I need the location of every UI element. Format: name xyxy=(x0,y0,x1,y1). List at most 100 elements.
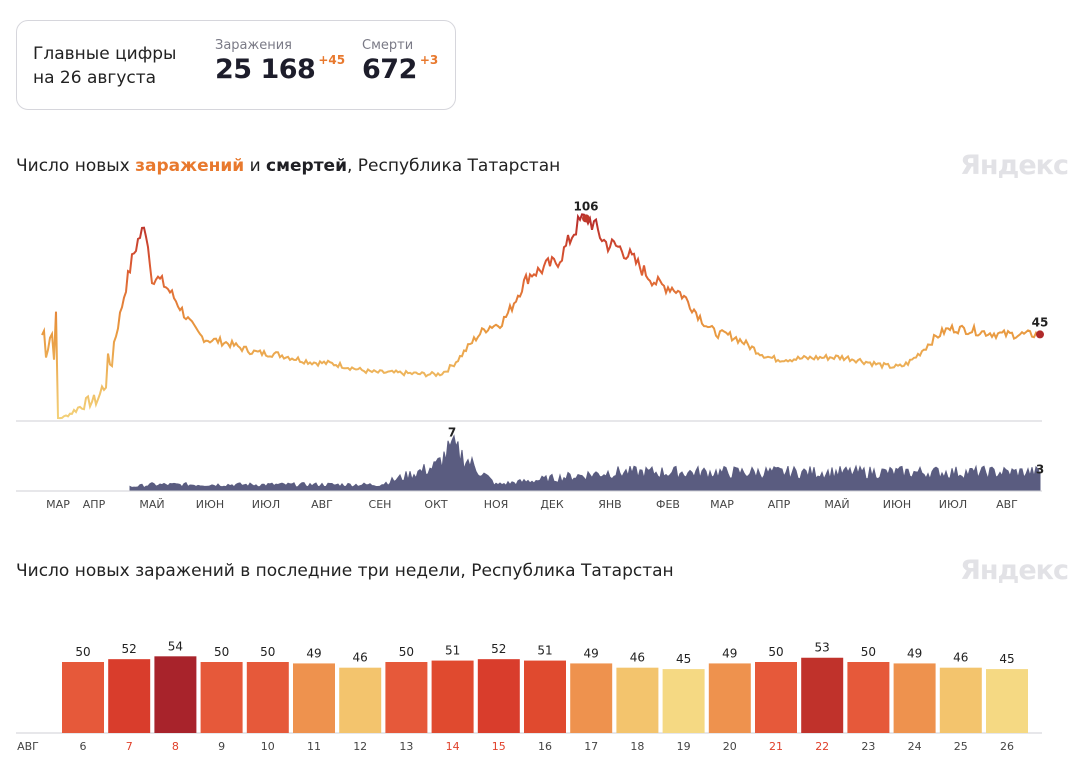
main-chart-title: Число новых заражений и смертей, Республ… xyxy=(16,156,560,176)
bar xyxy=(154,656,197,733)
summary-title: Главные цифры на 26 августа xyxy=(33,42,176,90)
bar-value-label: 51 xyxy=(445,644,460,658)
bar-day-label: 13 xyxy=(399,740,413,753)
deaths-metric: Смерти 672 +3 xyxy=(362,38,438,85)
bar-value-label: 52 xyxy=(122,642,137,656)
bar-value-label: 46 xyxy=(630,651,645,665)
bar-value-label: 50 xyxy=(260,645,275,659)
title-part: и xyxy=(244,156,267,176)
month-tick-label: МАР xyxy=(710,498,734,511)
title-part: Число новых xyxy=(16,156,136,176)
bar-day-label: 19 xyxy=(677,740,691,753)
bar-chart: АВГ 50 6 52 7 54 8 50 9 50 10 49 11 46 12 50 13 51 14 52 15 5… xyxy=(16,639,1042,753)
bar-value-label: 45 xyxy=(999,652,1014,666)
infections-last-marker xyxy=(1036,330,1044,339)
bar xyxy=(755,662,797,733)
bar xyxy=(801,657,844,733)
bar-day-label: 9 xyxy=(218,740,225,753)
bar-day-label: 16 xyxy=(538,740,552,753)
bar-day-label: 22 xyxy=(815,740,829,753)
bar xyxy=(570,663,613,733)
month-tick-label: СЕН xyxy=(369,498,392,511)
bar-value-label: 50 xyxy=(861,645,876,659)
infections-label: Заражения xyxy=(215,38,292,53)
bar-day-label: 11 xyxy=(307,740,321,753)
bar-value-label: 54 xyxy=(168,639,183,653)
bar-value-label: 46 xyxy=(953,651,968,665)
title-infections: заражений xyxy=(135,156,245,176)
deaths-peak-label: 7 xyxy=(448,425,456,439)
month-tick-label: ИЮЛ xyxy=(252,498,280,511)
month-tick-label: ФЕВ xyxy=(656,498,680,511)
month-tick-label: АВГ xyxy=(996,498,1018,511)
bar-day-label: 8 xyxy=(172,740,179,753)
bar-value-label: 46 xyxy=(353,651,368,665)
bar-value-label: 50 xyxy=(399,645,414,659)
bar-value-label: 53 xyxy=(815,641,830,655)
month-tick-label: АПР xyxy=(83,498,106,511)
bar xyxy=(246,662,289,733)
yandex-logo: Яндекс xyxy=(960,150,1069,181)
month-tick-label: МАЙ xyxy=(139,498,164,511)
bar xyxy=(108,659,151,733)
month-tick-label: АПР xyxy=(768,498,791,511)
bar xyxy=(847,662,890,733)
bar-day-label: 23 xyxy=(861,740,875,753)
bar xyxy=(893,663,936,733)
month-tick-label: ИЮЛ xyxy=(939,498,967,511)
bar xyxy=(939,667,982,733)
bar-day-label: 25 xyxy=(954,740,968,753)
month-tick-label: МАР xyxy=(46,498,70,511)
bar-value-label: 51 xyxy=(537,644,552,658)
bar-value-label: 45 xyxy=(676,652,691,666)
bar-day-label: 6 xyxy=(80,740,87,753)
bar-day-label: 20 xyxy=(723,740,737,753)
bar xyxy=(662,669,705,733)
summary-title-line1: Главные цифры xyxy=(33,44,177,64)
bar-chart-title: Число новых заражений в последние три не… xyxy=(16,561,674,581)
bar-value-label: 52 xyxy=(491,642,506,656)
infections-line xyxy=(41,213,1041,420)
deaths-last-label: 3 xyxy=(1036,462,1044,476)
bar xyxy=(385,662,428,733)
bar-day-label: 12 xyxy=(353,740,367,753)
bar xyxy=(62,662,104,733)
infections-metric: Заражения 25 168 +45 xyxy=(215,38,345,85)
bars: АВГ 50 6 52 7 54 8 50 9 50 10 49 11 46 12 50 13 51 14 52 15 5… xyxy=(17,639,1028,753)
bar-value-label: 49 xyxy=(306,646,321,660)
bar-day-label: 26 xyxy=(1000,740,1014,753)
month-tick-label: ОКТ xyxy=(424,498,447,511)
deaths-value: 672 xyxy=(362,54,417,85)
bar-value-label: 49 xyxy=(907,646,922,660)
month-tick-label: АВГ xyxy=(311,498,333,511)
month-tick-label: ЯНВ xyxy=(598,498,621,511)
bar xyxy=(293,663,335,733)
summary-card: Главные цифры на 26 августа Заражения 25… xyxy=(16,20,456,110)
bar-day-label: 15 xyxy=(492,740,506,753)
bar-day-label: 7 xyxy=(126,740,133,753)
bar-day-label: 24 xyxy=(908,740,922,753)
bar-value-label: 50 xyxy=(214,645,229,659)
month-tick-label: ДЕК xyxy=(540,498,564,511)
month-axis: МАР АПР МАЙ ИЮН ИЮЛ АВГ СЕН ОКТ НОЯ ДЕК ЯНВ ФЕВ МАР А… xyxy=(46,498,1018,511)
deaths-area xyxy=(129,434,1041,492)
bar xyxy=(616,667,659,733)
bar xyxy=(708,663,751,733)
month-tick-label: ИЮН xyxy=(196,498,224,511)
infections-value: 25 168 xyxy=(215,54,316,85)
main-chart: 106 45 7 3 МАР АПР МАЙ ИЮН ИЮЛ АВГ СЕН ОКТ НОЯ ДЕ… xyxy=(16,199,1049,511)
bar-day-label: 18 xyxy=(630,740,644,753)
title-deaths: смертей xyxy=(266,156,347,176)
bar-month-label: АВГ xyxy=(17,740,39,753)
month-tick-label: МАЙ xyxy=(824,498,849,511)
month-tick-label: НОЯ xyxy=(484,498,509,511)
bar xyxy=(986,669,1028,733)
infections-peak-label: 106 xyxy=(573,199,598,213)
title-part: , Республика Татарстан xyxy=(347,156,561,176)
bar xyxy=(339,667,382,733)
bar-value-label: 50 xyxy=(768,645,783,659)
bar-day-label: 17 xyxy=(584,740,598,753)
deaths-delta: +3 xyxy=(419,53,439,67)
bar xyxy=(431,660,474,733)
infections-last-label: 45 xyxy=(1032,315,1049,329)
